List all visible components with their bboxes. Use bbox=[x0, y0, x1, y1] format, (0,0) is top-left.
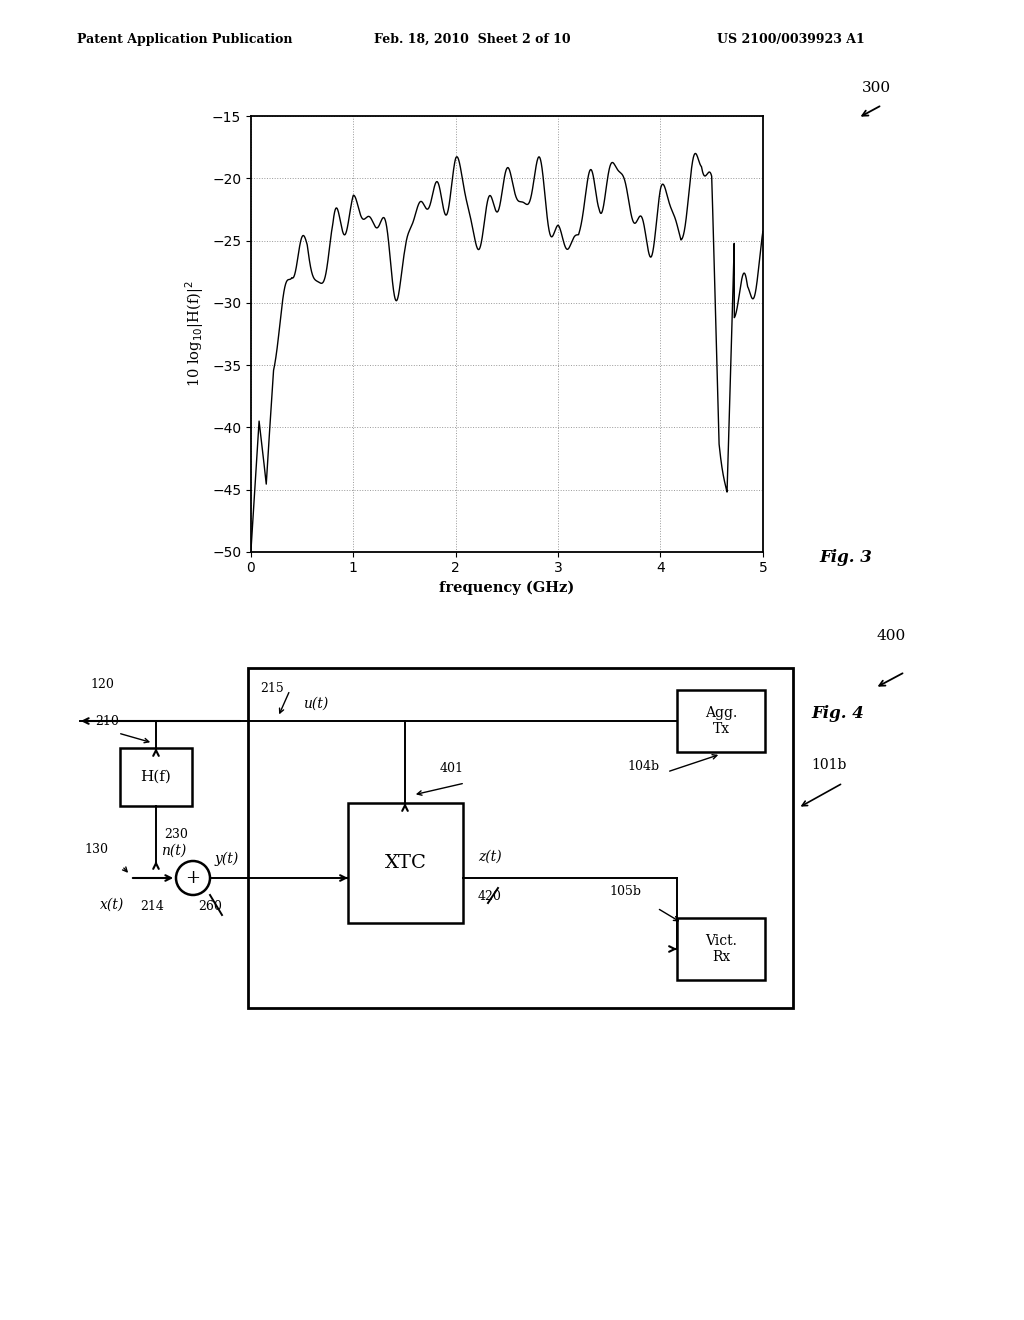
Text: z(t): z(t) bbox=[478, 850, 502, 865]
Text: 120: 120 bbox=[90, 678, 114, 690]
Bar bbox=[248, 668, 793, 1008]
Bar bbox=[677, 690, 765, 752]
Text: 101b: 101b bbox=[811, 758, 847, 772]
Text: 104b: 104b bbox=[627, 760, 659, 774]
Text: n(t): n(t) bbox=[161, 843, 186, 858]
Text: 401: 401 bbox=[440, 762, 464, 775]
Text: XTC: XTC bbox=[385, 854, 426, 873]
Text: US 2100/0039923 A1: US 2100/0039923 A1 bbox=[717, 33, 864, 46]
Bar bbox=[120, 748, 193, 807]
Text: 130: 130 bbox=[84, 843, 108, 855]
Text: Vict.
Rx: Vict. Rx bbox=[706, 935, 737, 964]
Text: Fig. 4: Fig. 4 bbox=[811, 705, 864, 722]
Text: 105b: 105b bbox=[609, 884, 641, 898]
Text: 420: 420 bbox=[478, 890, 502, 903]
Text: 230: 230 bbox=[164, 828, 187, 841]
X-axis label: frequency (GHz): frequency (GHz) bbox=[439, 581, 574, 595]
Text: +: + bbox=[185, 869, 201, 887]
Bar bbox=[677, 917, 765, 979]
Text: Feb. 18, 2010  Sheet 2 of 10: Feb. 18, 2010 Sheet 2 of 10 bbox=[374, 33, 570, 46]
Text: 214: 214 bbox=[140, 900, 164, 913]
Text: 300: 300 bbox=[862, 82, 891, 95]
Text: Patent Application Publication: Patent Application Publication bbox=[77, 33, 292, 46]
Bar bbox=[348, 803, 463, 923]
Y-axis label: 10 log$_{10}$|H(f)|$^2$: 10 log$_{10}$|H(f)|$^2$ bbox=[183, 281, 207, 387]
Text: u(t): u(t) bbox=[303, 697, 329, 711]
Text: 210: 210 bbox=[95, 715, 119, 729]
Text: 215: 215 bbox=[260, 682, 284, 696]
Text: x(t): x(t) bbox=[100, 898, 124, 912]
Text: y(t): y(t) bbox=[215, 851, 240, 866]
Text: 260: 260 bbox=[198, 900, 222, 913]
Text: H(f): H(f) bbox=[140, 770, 171, 784]
Text: 400: 400 bbox=[877, 630, 906, 643]
Text: Agg.
Tx: Agg. Tx bbox=[705, 706, 737, 737]
Text: Fig. 3: Fig. 3 bbox=[819, 549, 872, 566]
